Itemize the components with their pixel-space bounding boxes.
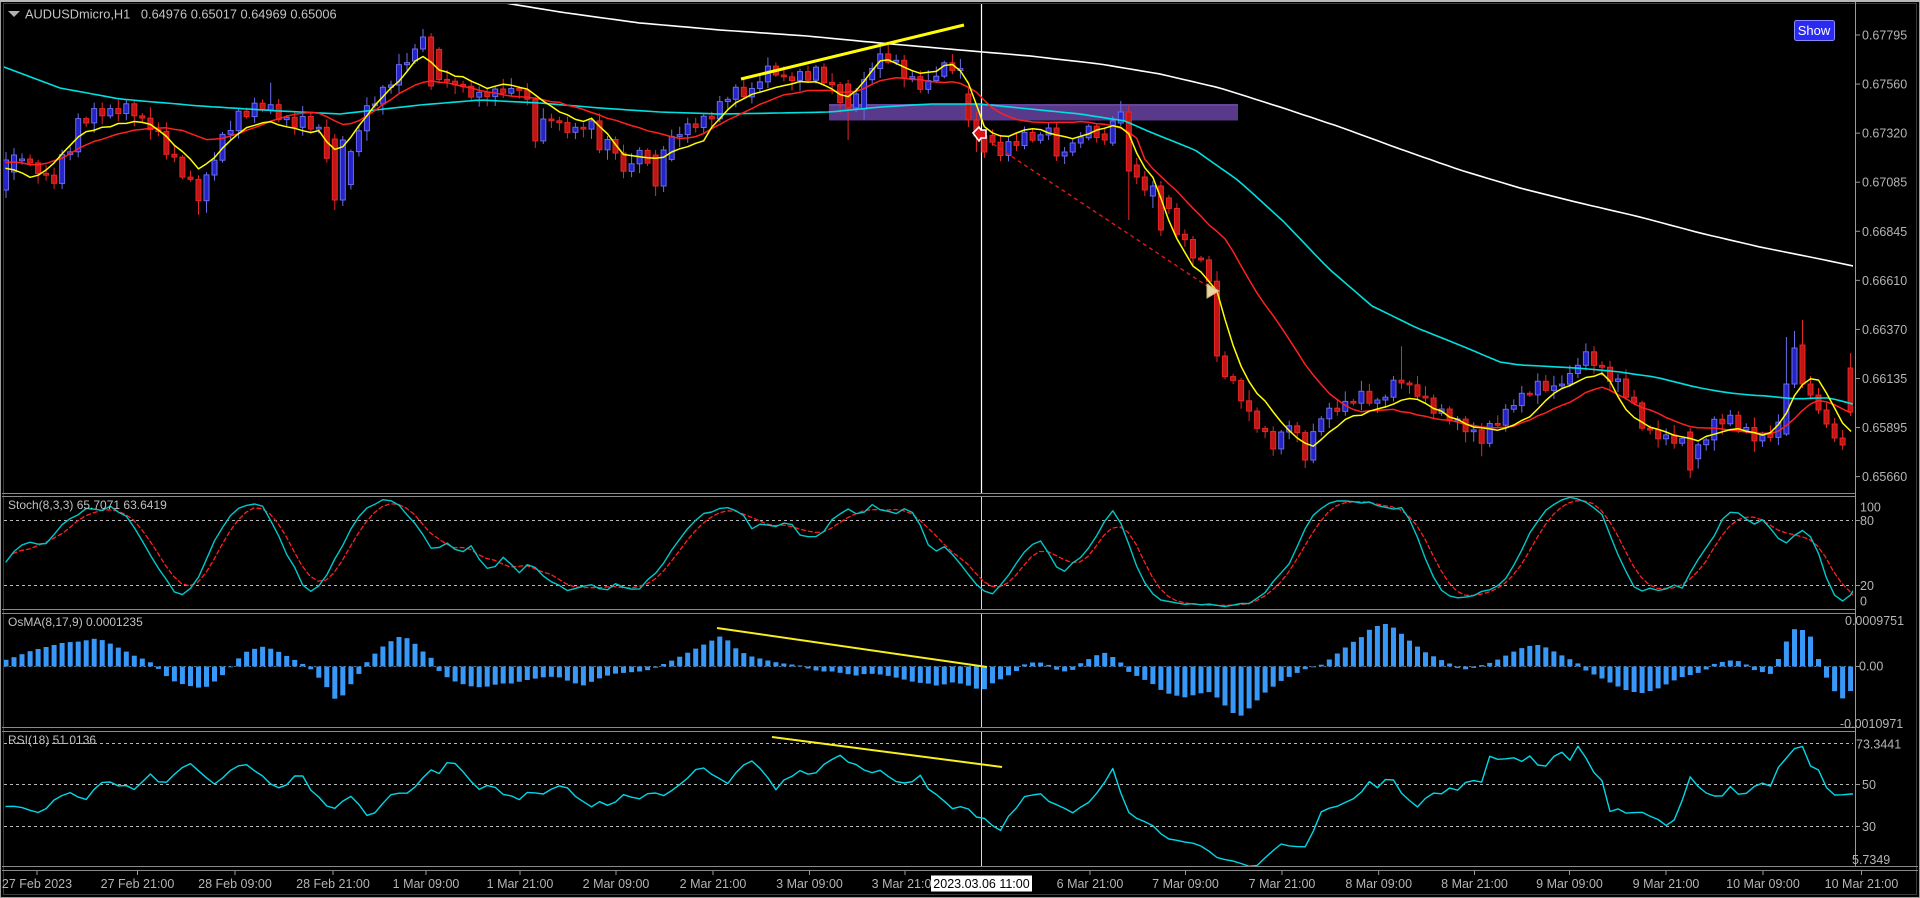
svg-text:0.65895: 0.65895	[1862, 421, 1907, 435]
svg-text:9 Mar 21:00: 9 Mar 21:00	[1633, 877, 1700, 891]
svg-text:30: 30	[1862, 820, 1876, 834]
svg-text:OsMA(8,17,9) 0.0001235: OsMA(8,17,9) 0.0001235	[8, 615, 143, 629]
svg-text:0.67795: 0.67795	[1862, 29, 1907, 43]
svg-text:28 Feb 21:00: 28 Feb 21:00	[296, 877, 370, 891]
svg-text:28 Feb 09:00: 28 Feb 09:00	[198, 877, 272, 891]
svg-text:10 Mar 09:00: 10 Mar 09:00	[1726, 877, 1800, 891]
svg-text:80: 80	[1860, 514, 1874, 528]
svg-text:1 Mar 21:00: 1 Mar 21:00	[487, 877, 554, 891]
svg-text:2 Mar 09:00: 2 Mar 09:00	[583, 877, 650, 891]
svg-text:3 Mar 09:00: 3 Mar 09:00	[776, 877, 843, 891]
svg-text:2 Mar 21:00: 2 Mar 21:00	[680, 877, 747, 891]
svg-text:AUDUSDmicro,H1 0.64976 0.650: AUDUSDmicro,H1 0.64976 0.65017 0.64969 0…	[25, 7, 337, 22]
svg-text:3 Mar 21:00: 3 Mar 21:00	[872, 877, 939, 891]
svg-text:Show: Show	[1798, 23, 1831, 38]
svg-text:27 Feb 21:00: 27 Feb 21:00	[101, 877, 175, 891]
svg-text:0.66845: 0.66845	[1862, 225, 1907, 239]
svg-text:50: 50	[1862, 778, 1876, 792]
svg-text:0.67560: 0.67560	[1862, 78, 1907, 92]
svg-text:8 Mar 21:00: 8 Mar 21:00	[1441, 877, 1508, 891]
svg-text:5.7349: 5.7349	[1852, 853, 1890, 867]
svg-text:0.67320: 0.67320	[1862, 127, 1907, 141]
svg-text:9 Mar 09:00: 9 Mar 09:00	[1536, 877, 1603, 891]
svg-text:0.66135: 0.66135	[1862, 372, 1907, 386]
svg-text:0.66610: 0.66610	[1862, 274, 1907, 288]
svg-text:10 Mar 21:00: 10 Mar 21:00	[1825, 877, 1899, 891]
svg-text:7 Mar 21:00: 7 Mar 21:00	[1249, 877, 1316, 891]
svg-text:20: 20	[1860, 579, 1874, 593]
svg-text:0.0009751: 0.0009751	[1845, 614, 1904, 628]
svg-text:27 Feb 2023: 27 Feb 2023	[2, 877, 72, 891]
svg-text:Stoch(8,3,3) 65.7071 63.6419: Stoch(8,3,3) 65.7071 63.6419	[8, 498, 167, 512]
svg-text:RSI(18) 51.0136: RSI(18) 51.0136	[8, 733, 96, 747]
svg-text:0: 0	[1860, 595, 1867, 609]
svg-text:1 Mar 09:00: 1 Mar 09:00	[393, 877, 460, 891]
svg-text:2023.03.06 11:00: 2023.03.06 11:00	[933, 877, 1029, 891]
svg-text:7 Mar 09:00: 7 Mar 09:00	[1152, 877, 1219, 891]
svg-text:100: 100	[1860, 501, 1881, 515]
svg-text:8 Mar 09:00: 8 Mar 09:00	[1345, 877, 1412, 891]
svg-text:0.67085: 0.67085	[1862, 176, 1907, 190]
svg-text:0.00: 0.00	[1859, 660, 1883, 674]
svg-text:0.65660: 0.65660	[1862, 470, 1907, 484]
svg-text:73.3441: 73.3441	[1856, 738, 1901, 752]
svg-text:-0.0010971: -0.0010971	[1840, 717, 1903, 731]
svg-text:6 Mar 21:00: 6 Mar 21:00	[1057, 877, 1124, 891]
svg-text:0.66370: 0.66370	[1862, 323, 1907, 337]
